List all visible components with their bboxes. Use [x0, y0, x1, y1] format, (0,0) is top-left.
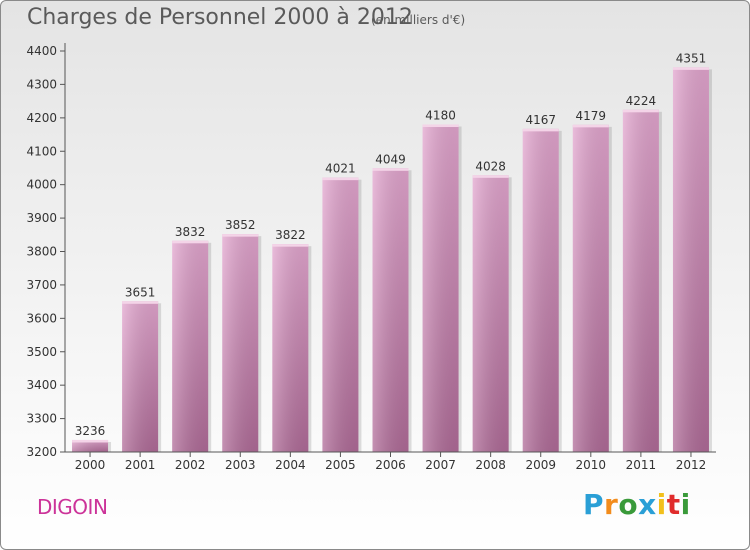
- data-label: 3236: [75, 424, 106, 438]
- bar-highlight: [522, 128, 559, 452]
- y-tick-label: 3900: [26, 211, 57, 225]
- x-tick-label: 2012: [676, 458, 707, 472]
- bar-highlight: [472, 175, 509, 452]
- bar-highlight: [272, 244, 309, 452]
- y-tick-label: 3600: [26, 311, 57, 325]
- chart-title: Charges de Personnel 2000 à 2012: [27, 5, 413, 30]
- bar-top: [272, 244, 309, 247]
- y-tick-label: 3700: [26, 278, 57, 292]
- bar-highlight: [672, 67, 709, 452]
- y-tick-label: 3300: [26, 412, 57, 426]
- city-name: DIGOIN: [37, 495, 108, 519]
- bar-top: [422, 124, 459, 128]
- data-label: 3852: [225, 218, 256, 232]
- bar-highlight: [72, 439, 109, 452]
- logo-letter: x: [638, 488, 657, 521]
- bar-top: [222, 234, 259, 237]
- y-tick-label: 4400: [26, 44, 57, 58]
- data-label: 3832: [175, 225, 206, 239]
- data-label: 3651: [125, 285, 156, 299]
- x-tick-label: 2001: [125, 458, 156, 472]
- data-label: 4351: [676, 51, 707, 65]
- data-label: 4028: [475, 159, 506, 173]
- y-tick-label: 3500: [26, 345, 57, 359]
- bar-top: [522, 128, 559, 132]
- x-tick-label: 2006: [375, 458, 406, 472]
- y-tick-label: 4300: [26, 77, 57, 91]
- x-tick-label: 2009: [525, 458, 556, 472]
- logo-letter: t: [666, 488, 681, 521]
- bar-highlight: [122, 301, 159, 452]
- bar-highlight: [172, 240, 209, 452]
- proxiti-logo: Proxiti: [583, 488, 691, 521]
- bar-top: [672, 67, 709, 70]
- x-tick-label: 2002: [175, 458, 206, 472]
- x-tick-label: 2005: [325, 458, 356, 472]
- data-label: 4224: [626, 94, 657, 108]
- x-tick-label: 2010: [576, 458, 607, 472]
- bar-highlight: [322, 177, 359, 452]
- logo-letter: r: [604, 488, 619, 521]
- bar-top: [572, 124, 609, 128]
- y-tick-label: 4100: [26, 144, 57, 158]
- data-label: 4179: [576, 109, 607, 123]
- y-tick-label: 4200: [26, 111, 57, 125]
- y-tick-label: 3400: [26, 378, 57, 392]
- bar-top: [472, 175, 509, 178]
- bar-highlight: [372, 168, 409, 453]
- bar-highlight: [422, 124, 459, 453]
- logo-letter: i: [680, 488, 691, 521]
- x-tick-label: 2000: [75, 458, 106, 472]
- data-label: 4180: [425, 109, 456, 123]
- bar-highlight: [222, 234, 259, 452]
- bar-highlight: [572, 124, 609, 452]
- logo-letter: o: [618, 488, 639, 521]
- bar-top: [372, 168, 409, 171]
- y-tick-label: 3200: [26, 445, 57, 459]
- y-tick-label: 4000: [26, 178, 57, 192]
- bar-top: [172, 240, 209, 244]
- data-label: 4049: [375, 152, 406, 166]
- bar-highlight: [622, 109, 659, 453]
- bar-top: [322, 177, 359, 181]
- x-tick-label: 2007: [425, 458, 456, 472]
- data-label: 3822: [275, 228, 306, 242]
- bar-top: [622, 109, 659, 113]
- chart-subtitle: (en milliers d'€): [371, 13, 466, 27]
- y-tick-label: 3800: [26, 245, 57, 259]
- logo-letter: i: [656, 488, 667, 521]
- x-tick-label: 2003: [225, 458, 256, 472]
- x-tick-label: 2004: [275, 458, 306, 472]
- bar-top: [122, 301, 159, 304]
- data-label: 4167: [525, 113, 556, 127]
- x-tick-label: 2011: [626, 458, 657, 472]
- x-tick-label: 2008: [475, 458, 506, 472]
- logo-letter: P: [583, 488, 605, 521]
- bar-top: [72, 439, 109, 443]
- data-label: 4021: [325, 162, 356, 176]
